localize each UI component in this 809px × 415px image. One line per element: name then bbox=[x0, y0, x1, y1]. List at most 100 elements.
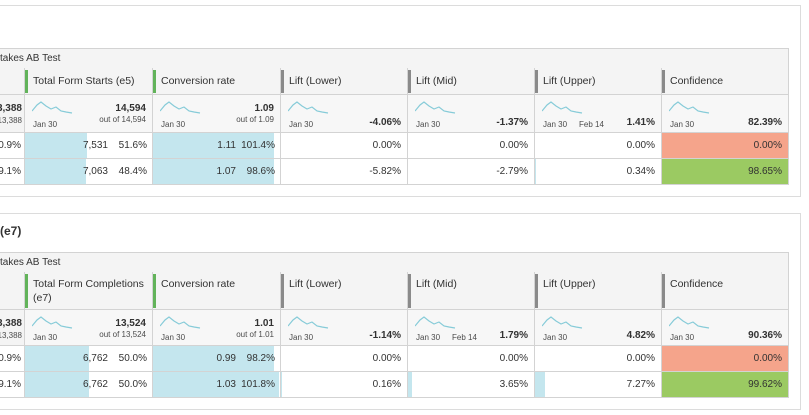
column-header-text: Total Form Starts (e5) bbox=[33, 75, 135, 87]
date-label: Jan 30 bbox=[33, 120, 58, 129]
lead-cell: 0.9% bbox=[0, 346, 25, 372]
column-header-text: Lift (Lower) bbox=[289, 278, 342, 290]
cell-bar bbox=[25, 133, 88, 158]
cell-value: 0.16% bbox=[372, 379, 401, 390]
data-cell: 0.00% bbox=[281, 346, 408, 372]
column-marker bbox=[535, 274, 538, 308]
sparkline-path bbox=[669, 101, 710, 114]
summary-cell: Jan 30 14,594 out of 14,594 bbox=[25, 95, 153, 133]
sparkline-path bbox=[415, 316, 456, 329]
date-label: Jan 30 bbox=[289, 120, 314, 129]
table-title: takes AB Test bbox=[0, 53, 61, 64]
cell-percent: 101.8% bbox=[241, 379, 275, 390]
data-cell: -5.82% bbox=[281, 159, 408, 185]
data-cell: 0.16% bbox=[281, 372, 408, 398]
sparkline bbox=[415, 316, 456, 329]
data-cell: -2.79% bbox=[408, 159, 535, 185]
data-cell: 0.34% bbox=[535, 159, 662, 185]
lead-summary-value: 3,388 bbox=[0, 318, 22, 329]
summary-sub: out of 1.01 bbox=[236, 330, 274, 339]
data-cell: 7,531 51.6% bbox=[25, 133, 153, 159]
column-marker bbox=[535, 70, 538, 93]
column-marker bbox=[662, 274, 665, 308]
cell-value: 1.11 bbox=[217, 140, 236, 151]
summary-cell: Jan 30 -1.37% bbox=[408, 95, 535, 133]
summary-sub: out of 14,594 bbox=[99, 115, 146, 124]
cell-value: 0.34% bbox=[626, 166, 655, 177]
summary-value: 1.41% bbox=[626, 117, 655, 128]
summary-sub: out of 1.09 bbox=[236, 115, 274, 124]
summary-cell: Jan 30 90.36% bbox=[662, 310, 789, 346]
lead-summary: 3,388 13,388 bbox=[0, 310, 25, 346]
sparkline bbox=[542, 101, 583, 114]
column-header-text: Confidence bbox=[670, 75, 724, 87]
panel-title: (e7) bbox=[0, 224, 22, 238]
sparkline bbox=[160, 101, 201, 114]
cell-bar bbox=[25, 346, 89, 371]
date-label: Jan 30 bbox=[161, 333, 186, 342]
lead-cell: 49.1% bbox=[0, 159, 25, 185]
summary-value: 90.36% bbox=[748, 330, 782, 341]
column-marker bbox=[662, 70, 665, 93]
summary-cell: Jan 30 -1.14% bbox=[281, 310, 408, 346]
data-cell: 1.07 98.6% bbox=[153, 159, 281, 185]
sparkline-path bbox=[32, 101, 73, 114]
data-cell: 0.99 98.2% bbox=[153, 346, 281, 372]
cell-percent: 50.0% bbox=[118, 353, 147, 364]
lead-header bbox=[0, 272, 25, 310]
sparkline-path bbox=[32, 316, 73, 329]
sparkline bbox=[160, 316, 201, 329]
summary-value: 13,524 bbox=[115, 318, 146, 329]
data-cell: 3.65% bbox=[408, 372, 535, 398]
lead-value: 0.9% bbox=[0, 140, 21, 151]
column-header: Lift (Upper) bbox=[535, 272, 662, 310]
lead-value: 0.9% bbox=[0, 353, 21, 364]
cell-value: 98.65% bbox=[748, 166, 782, 177]
cell-bar bbox=[25, 372, 89, 397]
date-label: Jan 30 bbox=[543, 120, 568, 129]
cell-percent: 48.4% bbox=[118, 166, 147, 177]
summary-value: -1.14% bbox=[369, 330, 401, 341]
sparkline-path bbox=[415, 101, 456, 114]
column-header: Total Form Starts (e5) bbox=[25, 68, 153, 95]
cell-value: 7,531 bbox=[82, 140, 108, 151]
data-cell: 0.00% bbox=[281, 133, 408, 159]
column-header: Confidence bbox=[662, 68, 789, 95]
column-header: Lift (Lower) bbox=[281, 68, 408, 95]
column-header-text: Lift (Upper) bbox=[543, 278, 596, 290]
column-header-text: Total Form Completions (e7) bbox=[33, 278, 144, 304]
cell-percent: 51.6% bbox=[118, 140, 147, 151]
column-header: Lift (Lower) bbox=[281, 272, 408, 310]
sparkline bbox=[288, 101, 329, 114]
column-header: Conversion rate bbox=[153, 68, 281, 95]
date-label: Jan 30 bbox=[416, 333, 441, 342]
column-header-text: Conversion rate bbox=[161, 75, 236, 87]
cell-value: 7.27% bbox=[626, 379, 655, 390]
summary-value: -4.06% bbox=[369, 117, 401, 128]
column-header-text: Lift (Upper) bbox=[543, 75, 596, 87]
summary-value: 1.09 bbox=[254, 103, 274, 114]
column-marker bbox=[408, 274, 411, 308]
sparkline bbox=[32, 316, 73, 329]
data-cell: 7.27% bbox=[535, 372, 662, 398]
cell-value: 0.00% bbox=[626, 353, 655, 364]
data-cell: 6,762 50.0% bbox=[25, 346, 153, 372]
sparkline bbox=[32, 101, 73, 114]
data-cell: 98.65% bbox=[662, 159, 789, 185]
cell-value: 0.00% bbox=[626, 140, 655, 151]
cell-percent: 50.0% bbox=[118, 379, 147, 390]
column-header-text: Conversion rate bbox=[161, 278, 236, 290]
cell-percent: 98.2% bbox=[246, 353, 275, 364]
lead-cell: 49.1% bbox=[0, 372, 25, 398]
cell-value: -2.79% bbox=[496, 166, 528, 177]
column-header-text: Lift (Lower) bbox=[289, 75, 342, 87]
cell-bar bbox=[153, 159, 274, 184]
column-header: Lift (Mid) bbox=[408, 272, 535, 310]
column-marker bbox=[281, 70, 284, 93]
cell-value: 0.00% bbox=[753, 140, 782, 151]
cell-percent: 98.6% bbox=[246, 166, 275, 177]
sparkline-path bbox=[542, 316, 583, 329]
date-label: Jan 30 bbox=[543, 333, 568, 342]
summary-value: 82.39% bbox=[748, 117, 782, 128]
